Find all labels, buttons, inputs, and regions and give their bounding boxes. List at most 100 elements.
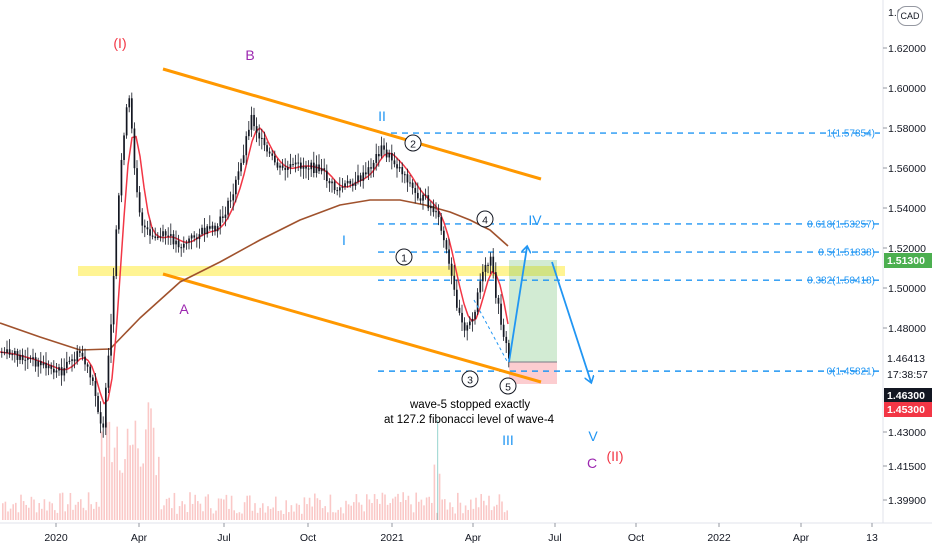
volume-bar — [319, 499, 321, 520]
candle-body — [409, 182, 411, 184]
candle-body — [125, 107, 128, 136]
volume-bar — [93, 508, 95, 520]
volume-bar — [379, 503, 381, 520]
candle-body — [323, 168, 326, 171]
circled-wave-label: 1 — [401, 253, 407, 265]
price-tag-label: 17:38:57 — [887, 369, 928, 381]
candle-body — [417, 192, 419, 199]
volume-bar — [194, 494, 196, 520]
candle-body — [339, 187, 341, 191]
volume-bar — [119, 470, 121, 520]
volume-bar — [233, 510, 235, 520]
candle-body — [466, 325, 469, 331]
drawing-zones — [78, 260, 565, 384]
candle-body — [287, 167, 289, 170]
candle-body — [372, 162, 375, 169]
candle-body — [497, 297, 500, 304]
time-tick-label: Oct — [300, 532, 316, 544]
volume-bar — [340, 507, 342, 520]
candle-body — [508, 343, 510, 359]
volume-bar — [438, 473, 441, 520]
volume-bar — [332, 512, 334, 520]
volume-bar — [46, 510, 48, 520]
candle-body — [328, 181, 331, 184]
price-tag-label: 1.51300 — [887, 255, 925, 267]
candle-body — [34, 357, 37, 367]
candle-body — [60, 367, 63, 376]
volume-bar — [498, 494, 501, 520]
volume-bar — [264, 512, 267, 520]
volume-bar — [106, 422, 108, 520]
candle-body — [8, 349, 11, 355]
volume-bar — [241, 513, 243, 520]
candle-body — [11, 354, 14, 356]
volume-bar — [103, 456, 105, 520]
volume-bar — [249, 495, 251, 520]
candle-body — [245, 136, 248, 156]
volume-bar — [215, 510, 217, 520]
price-tick-label: 1.43000 — [888, 427, 926, 439]
volume-bar — [142, 463, 144, 520]
candle-body — [266, 145, 268, 152]
candle-body — [115, 229, 118, 277]
volume-bar — [228, 508, 230, 520]
volume-bar — [165, 498, 168, 520]
fibonacci-levels[interactable]: 1(1.57854) 0.618(1.53257) 0.5(1.51838) 0.38… — [378, 129, 880, 378]
currency-badge[interactable]: CAD — [897, 6, 923, 26]
candle-body — [276, 162, 279, 168]
candle-body — [71, 359, 73, 361]
volume-bar — [444, 499, 446, 520]
volume-bar — [197, 501, 199, 520]
candle-body — [422, 194, 424, 201]
projection-arrows[interactable] — [473, 247, 591, 382]
time-tick-label: 2022 — [707, 532, 731, 544]
volume-bar — [30, 496, 33, 520]
volume-bar — [488, 495, 490, 520]
time-tick-label: Jul — [548, 532, 561, 544]
support-zone — [78, 266, 565, 276]
volume-bar — [113, 447, 116, 520]
time-tick-label: Oct — [628, 532, 644, 544]
candle-body — [235, 179, 237, 195]
candle-body — [362, 172, 365, 181]
volume-bar — [137, 448, 139, 520]
volume-bar — [74, 504, 77, 520]
candle-body — [502, 324, 505, 337]
volume-bar — [290, 505, 293, 520]
volume-bar — [308, 497, 311, 520]
volume-bar — [7, 511, 9, 520]
chart-note-line: wave-5 stopped exactly — [409, 399, 530, 411]
volume-bar — [17, 512, 20, 520]
volume-bar — [41, 508, 43, 520]
candle-body — [458, 307, 461, 313]
volume-bar — [15, 502, 17, 520]
volume-bar — [480, 494, 482, 520]
volume-bar — [20, 494, 22, 520]
candle-body — [131, 98, 133, 129]
volume-bar — [472, 508, 475, 520]
volume-bar — [394, 496, 397, 520]
volume-spike — [437, 420, 439, 520]
volume-bar — [246, 495, 248, 520]
fib-level-label: 0.382(1.50418) — [807, 276, 875, 287]
candle-body — [344, 183, 346, 187]
volume-bar — [366, 494, 368, 520]
candle-body — [190, 235, 193, 239]
volume-bar — [43, 499, 46, 520]
candle-body — [94, 380, 97, 397]
volume-bar — [470, 499, 472, 520]
candle-body — [271, 153, 274, 156]
candle-body — [157, 236, 159, 239]
volume-bar — [51, 503, 53, 520]
descending-channel[interactable] — [162, 67, 542, 384]
volume-bar — [501, 501, 503, 520]
volume-bar — [155, 475, 157, 520]
price-tick-label: 1.58000 — [888, 123, 926, 135]
candle-body — [47, 365, 50, 369]
price-tag-label: 1.46413 — [887, 353, 925, 365]
candle-body — [242, 155, 245, 163]
volume-bar — [176, 513, 178, 520]
